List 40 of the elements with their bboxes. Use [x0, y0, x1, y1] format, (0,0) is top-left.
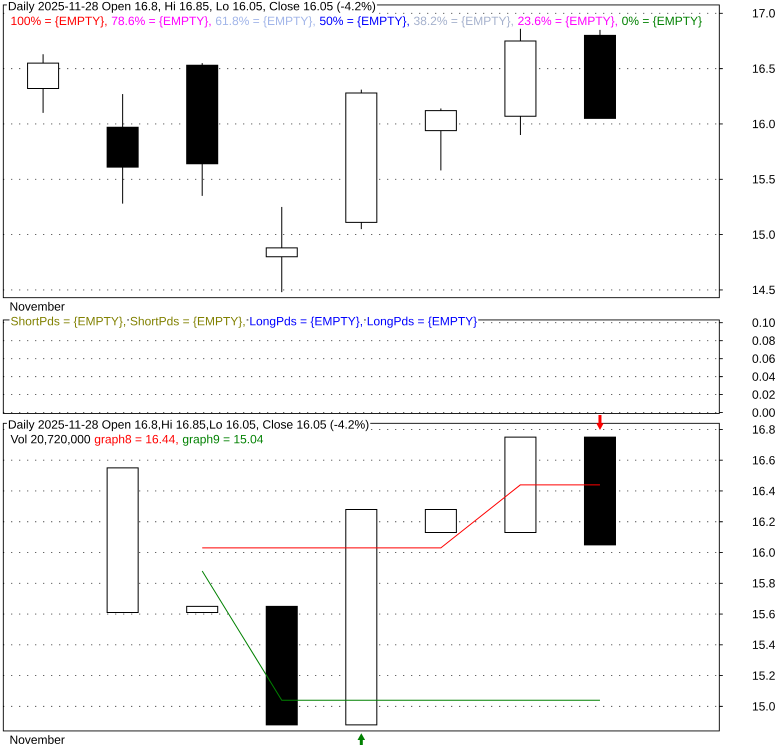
y-tick-label: 16.0	[752, 120, 775, 128]
y-tick-label: 17.0	[752, 9, 775, 18]
chart-title: Daily 2025-11-28 Open 16.8, Hi 16.85, Lo 16.05, Close 16.05 (-4.2%)	[8, 2, 376, 13]
y-tick-label: 0.10	[752, 318, 775, 327]
legend-label: LongPds = {EMPTY},	[250, 316, 362, 328]
legend-label: 100% = {EMPTY},	[11, 16, 106, 28]
legend-label: ShortPds = {EMPTY},	[11, 316, 126, 328]
legend-label: 0% = {EMPTY}	[622, 16, 702, 28]
text: graph9 = 15.04	[182, 434, 264, 446]
legend-label: 23.6% = {EMPTY},	[518, 16, 617, 28]
y-tick-label: 0.06	[752, 354, 775, 363]
y-tick-label: 16.4	[752, 486, 776, 496]
text: graph8 = 16.44,	[94, 434, 178, 446]
legend-label: 38.2% = {EMPTY},	[414, 16, 513, 28]
y-tick-label: 0.08	[752, 336, 775, 345]
x-axis-title: November	[10, 735, 65, 744]
legend-label: 78.6% = {EMPTY},	[112, 16, 211, 28]
legend-label: LongPds = {EMPTY}	[368, 316, 477, 328]
y-tick-label: 16.5	[752, 64, 775, 73]
y-tick-label: 0.00	[752, 408, 775, 417]
legend-label: 61.8% = {EMPTY},	[216, 16, 315, 28]
y-tick-label: 15.6	[752, 610, 775, 618]
y-tick-label: 15.0	[752, 230, 775, 239]
y-tick-label: 16.6	[752, 456, 775, 464]
y-tick-label: 15.0	[752, 702, 775, 711]
y-tick-label: 0.02	[752, 390, 775, 399]
x-axis-title: November	[10, 302, 65, 311]
y-tick-label: 0.04	[752, 372, 776, 381]
y-tick-label: 15.4	[752, 640, 776, 650]
chart-title: Daily 2025-11-28 Open 16.8,Hi 16.85,Lo 16.05, Close 16.05 (-4.2%)	[8, 420, 368, 432]
y-tick-label: 14.5	[752, 286, 775, 294]
legend-label: 50% = {EMPTY},	[320, 16, 409, 28]
y-tick-label: 16.8	[752, 425, 775, 434]
y-tick-label: 16.2	[752, 518, 775, 526]
y-tick-label: 15.5	[752, 175, 775, 184]
y-tick-label: 16.0	[752, 548, 775, 557]
text: Vol 20,720,000	[10, 434, 90, 445]
y-tick-label: 15.2	[752, 671, 775, 680]
y-tick-label: 15.8	[752, 579, 775, 588]
legend-label: ShortPds = {EMPTY},	[130, 316, 245, 328]
